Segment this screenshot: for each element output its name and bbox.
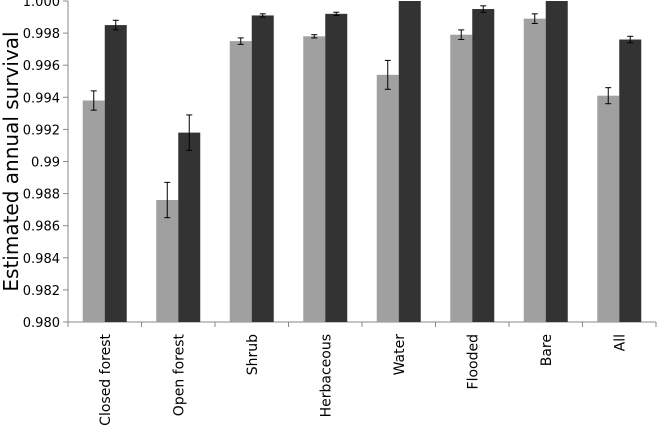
y-tick-label: 0.988 — [23, 188, 60, 203]
bar-herbaceous-series-2 — [325, 13, 348, 323]
bar-bare-series-2 — [545, 1, 568, 322]
category-label: Shrub — [245, 334, 261, 375]
category-label: All — [612, 334, 628, 351]
y-tick-label: 0.99 — [31, 156, 60, 171]
error-bars-group — [90, 5, 634, 219]
bar-open-forest-series-1 — [156, 200, 179, 322]
y-tick-label: 0.982 — [23, 284, 60, 299]
category-labels: Closed forest Open forest Shrub Herbaceous W… — [98, 333, 629, 425]
bar-flooded-series-1 — [450, 34, 473, 323]
y-tick-label: 0.980 — [23, 316, 60, 331]
category-label: Water — [392, 334, 408, 376]
category-label: Open forest — [171, 333, 187, 416]
category-label: Closed forest — [98, 334, 114, 426]
y-tick-label: 0.998 — [23, 27, 60, 42]
bar-closed-forest-series-2 — [104, 25, 127, 322]
category-label: Bare — [539, 334, 555, 366]
bars-group — [82, 1, 642, 323]
bar-herbaceous-series-1 — [303, 36, 326, 323]
bar-shrub-series-2 — [251, 15, 274, 322]
y-tick-label: 0.996 — [23, 59, 60, 74]
bar-all-series-2 — [619, 39, 642, 323]
category-label: Herbaceous — [318, 334, 334, 417]
y-axis: 0.980 0.982 0.984 0.986 0.988 0.99 0.992 0.994 0… — [23, 0, 69, 331]
category-label: Flooded — [465, 334, 481, 389]
bar-water-series-1 — [376, 74, 399, 322]
bar-closed-forest-series-1 — [82, 100, 105, 322]
x-axis — [67, 321, 657, 327]
bar-bare-series-1 — [523, 18, 546, 323]
y-axis-title: Estimated annual survival — [0, 31, 23, 291]
y-tick-label: 0.986 — [23, 220, 60, 235]
y-tick-label: 1.000 — [23, 0, 60, 10]
bar-water-series-2 — [398, 1, 421, 322]
y-tick-label: 0.992 — [23, 123, 60, 138]
bar-all-series-1 — [597, 95, 620, 322]
bar-flooded-series-2 — [472, 9, 495, 323]
y-tick-label: 0.994 — [23, 91, 60, 106]
bar-shrub-series-1 — [229, 41, 252, 322]
bar-open-forest-series-2 — [178, 132, 201, 322]
y-tick-label: 0.984 — [23, 252, 60, 267]
